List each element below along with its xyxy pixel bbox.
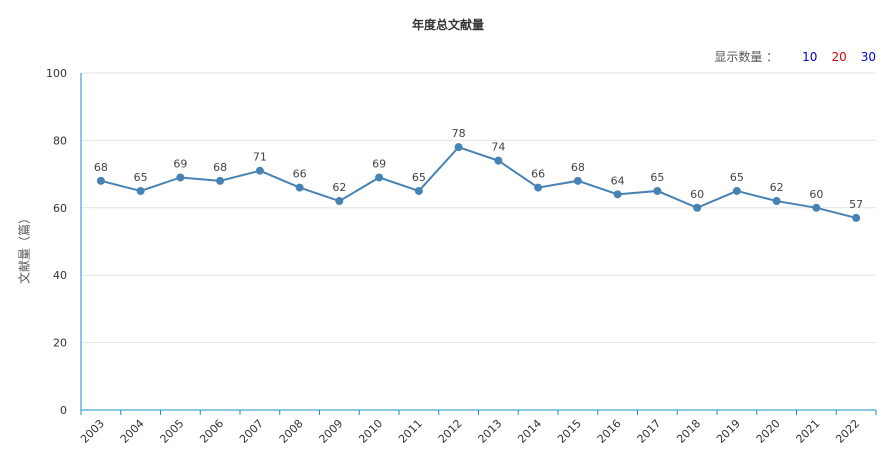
x-tick-label: 2013 [476,417,505,446]
x-tick-label: 2005 [158,417,187,446]
x-tick-label: 2010 [356,417,385,446]
data-point [732,186,741,195]
data-label: 64 [611,174,625,187]
data-label: 69 [372,157,386,170]
x-tick-label: 2019 [714,417,743,446]
display-count-selector: 显示数量 ： 10 20 30 [714,48,876,65]
data-label: 62 [332,181,346,194]
data-label: 74 [491,141,505,154]
x-tick-label: 2012 [436,417,465,446]
data-label: 60 [690,188,704,201]
x-tick-label: 2009 [317,417,346,446]
data-point [295,183,304,192]
x-tick-label: 2006 [197,417,226,446]
data-label: 68 [571,161,585,174]
data-point [136,186,145,195]
data-point [176,173,185,182]
data-point [454,143,463,152]
data-point [375,173,384,182]
data-label: 65 [412,171,426,184]
data-point [414,186,423,195]
x-tick-label: 2008 [277,417,306,446]
x-tick-label: 2017 [635,417,664,446]
data-point [693,203,702,212]
x-tick-label: 2014 [515,417,544,446]
data-label: 68 [213,161,227,174]
data-point [255,166,264,175]
data-label: 71 [253,151,267,164]
y-tick-label: 60 [53,202,67,215]
y-tick-label: 40 [53,269,67,282]
data-label: 62 [770,181,784,194]
y-tick-label: 20 [53,337,67,350]
data-label: 66 [293,168,307,181]
data-label: 66 [531,168,545,181]
data-point [494,156,503,165]
data-point [613,190,622,199]
x-tick-label: 2003 [78,417,107,446]
chart-title: 年度总文献量 [411,18,484,32]
data-point [653,186,662,195]
x-tick-label: 2015 [555,417,584,446]
x-tick-label: 2020 [754,417,783,446]
x-tick-label: 2007 [237,417,266,446]
x-tick-label: 2004 [118,417,147,446]
x-tick-label: 2011 [396,417,425,446]
data-label: 65 [650,171,664,184]
data-point [96,176,105,185]
display-count-option-10[interactable]: 10 [802,49,818,64]
data-point [772,197,781,206]
display-count-option-20[interactable]: 20 [831,49,847,64]
data-label: 65 [134,171,148,184]
display-count-label: 显示数量 ： [714,50,779,64]
data-point [812,203,821,212]
data-point [573,176,582,185]
data-label: 60 [809,188,823,201]
data-point [852,213,861,222]
x-tick-label: 2016 [595,417,624,446]
y-tick-label: 80 [53,134,67,147]
x-tick-label: 2018 [674,417,703,446]
data-label: 78 [452,127,466,140]
data-label: 68 [94,161,108,174]
series-line [100,145,857,219]
data-point [216,176,225,185]
y-tick-label: 100 [46,67,67,80]
data-label: 57 [849,198,863,211]
y-tick-label: 0 [60,404,67,417]
display-count-option-30[interactable]: 30 [860,49,876,64]
data-label: 65 [730,171,744,184]
data-point [534,183,543,192]
x-tick-label: 2022 [833,417,862,446]
data-point [335,197,344,206]
x-tick-label: 2021 [794,417,823,446]
data-label: 69 [173,157,187,170]
